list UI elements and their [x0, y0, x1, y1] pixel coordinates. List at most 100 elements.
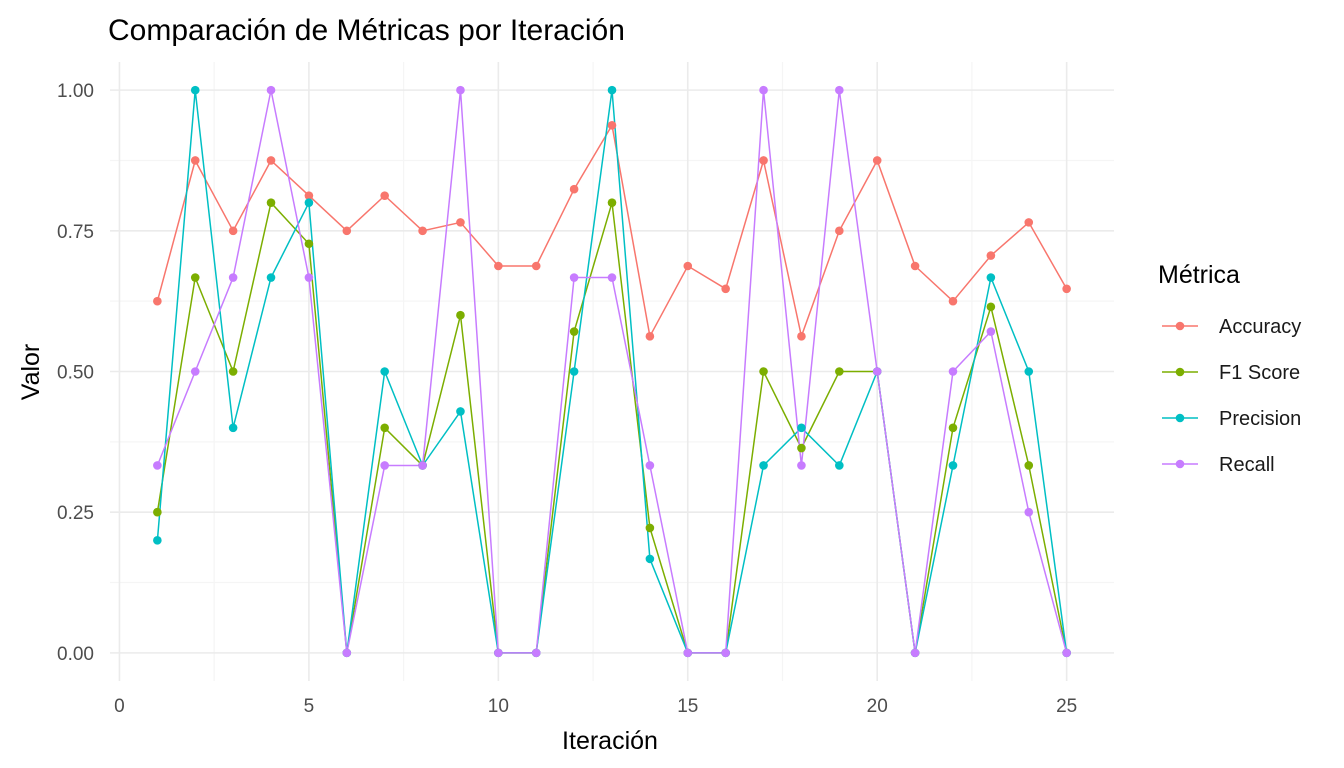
legend-key-point — [1175, 367, 1185, 377]
legend-item-accuracy: Accuracy — [1162, 316, 1301, 338]
data-point-precision — [266, 273, 276, 282]
legend-label: Precision — [1219, 408, 1301, 430]
data-point-accuracy — [418, 226, 427, 236]
legend-label: Accuracy — [1219, 316, 1301, 338]
legend-item-recall: Recall — [1162, 454, 1275, 476]
data-point-accuracy — [645, 332, 655, 341]
data-point-recall — [266, 85, 276, 95]
data-point-accuracy — [986, 251, 996, 260]
data-point-accuracy — [266, 156, 276, 165]
data-point-recall — [531, 648, 541, 658]
data-point-precision — [759, 461, 768, 470]
data-point-accuracy — [456, 218, 465, 227]
x-tick-label: 15 — [677, 696, 698, 717]
data-point-precision — [380, 367, 389, 376]
data-point-recall — [986, 327, 996, 336]
data-point-f1-score — [645, 523, 655, 533]
data-point-f1-score — [607, 198, 617, 207]
data-point-recall — [228, 273, 238, 282]
data-point-accuracy — [1062, 284, 1071, 294]
data-point-f1-score — [835, 367, 844, 376]
data-point-recall — [721, 648, 730, 658]
data-point-recall — [607, 273, 617, 282]
data-point-accuracy — [304, 191, 314, 200]
data-point-accuracy — [190, 156, 200, 165]
data-point-recall — [1062, 648, 1071, 658]
data-point-f1-score — [190, 273, 200, 282]
y-axis-ticks: 0.00 0.25 0.50 0.75 1.00 — [57, 81, 94, 665]
data-point-recall — [456, 85, 465, 95]
data-point-precision — [456, 407, 465, 416]
data-point-accuracy — [835, 226, 844, 236]
y-tick-label: 0.75 — [57, 222, 94, 243]
data-point-f1-score — [380, 423, 389, 433]
data-point-precision — [607, 85, 617, 95]
data-point-recall — [645, 461, 655, 470]
data-point-accuracy — [531, 261, 541, 271]
y-tick-label: 0.00 — [57, 644, 94, 665]
data-point-f1-score — [153, 507, 162, 517]
data-point-precision — [835, 461, 844, 470]
legend-label: F1 Score — [1219, 362, 1300, 384]
data-point-precision — [153, 536, 162, 545]
data-point-recall — [835, 85, 844, 95]
y-tick-label: 1.00 — [57, 81, 94, 102]
data-point-f1-score — [456, 310, 465, 320]
data-point-f1-score — [948, 423, 958, 433]
y-axis-title: Valor — [17, 344, 45, 401]
legend-label: Recall — [1219, 454, 1275, 476]
data-point-recall — [1024, 507, 1034, 517]
chart-title: Comparación de Métricas por Iteración — [108, 14, 625, 47]
y-tick-label: 0.25 — [57, 503, 94, 524]
data-point-recall — [948, 367, 958, 376]
legend-key-point — [1175, 459, 1185, 469]
data-point-recall — [418, 461, 427, 470]
data-point-recall — [494, 648, 503, 658]
data-point-f1-score — [304, 239, 314, 249]
data-point-precision — [569, 367, 579, 376]
data-point-recall — [153, 461, 162, 470]
data-point-accuracy — [1024, 218, 1034, 227]
data-point-accuracy — [153, 296, 162, 306]
legend-title: Métrica — [1158, 261, 1240, 289]
data-point-accuracy — [872, 156, 882, 165]
series-points — [153, 85, 1071, 658]
data-point-recall — [304, 273, 314, 282]
legend-key-point — [1175, 321, 1185, 331]
data-point-accuracy — [569, 184, 579, 194]
data-point-f1-score — [986, 302, 996, 312]
data-point-accuracy — [759, 156, 768, 165]
legend-item-f1-score: F1 Score — [1162, 362, 1300, 384]
data-point-recall — [683, 648, 693, 658]
data-point-f1-score — [1024, 461, 1034, 470]
data-point-accuracy — [228, 226, 238, 236]
data-point-recall — [190, 367, 200, 376]
data-point-recall — [759, 85, 768, 95]
data-point-accuracy — [683, 261, 693, 271]
legend: Métrica Accuracy F1 Score Precision Recall — [1158, 261, 1301, 476]
x-tick-label: 25 — [1056, 696, 1077, 717]
data-point-accuracy — [380, 191, 389, 200]
legend-key-point — [1175, 413, 1185, 423]
data-point-f1-score — [797, 443, 806, 453]
data-point-f1-score — [759, 367, 768, 376]
data-point-recall — [380, 461, 389, 470]
data-point-precision — [228, 423, 238, 433]
data-point-recall — [342, 648, 352, 658]
data-point-recall — [797, 461, 806, 470]
data-point-precision — [304, 198, 314, 207]
data-point-recall — [569, 273, 579, 282]
data-point-f1-score — [569, 327, 579, 336]
data-point-accuracy — [494, 261, 503, 271]
data-point-recall — [872, 367, 882, 376]
data-point-precision — [797, 423, 806, 433]
y-tick-label: 0.50 — [57, 363, 94, 384]
data-point-precision — [645, 554, 655, 564]
data-point-accuracy — [910, 261, 920, 271]
series-line-f1-score — [156, 201, 1068, 654]
data-point-accuracy — [797, 332, 806, 341]
x-axis-title: Iteración — [562, 727, 658, 755]
data-point-precision — [190, 85, 200, 95]
data-point-f1-score — [266, 198, 276, 207]
